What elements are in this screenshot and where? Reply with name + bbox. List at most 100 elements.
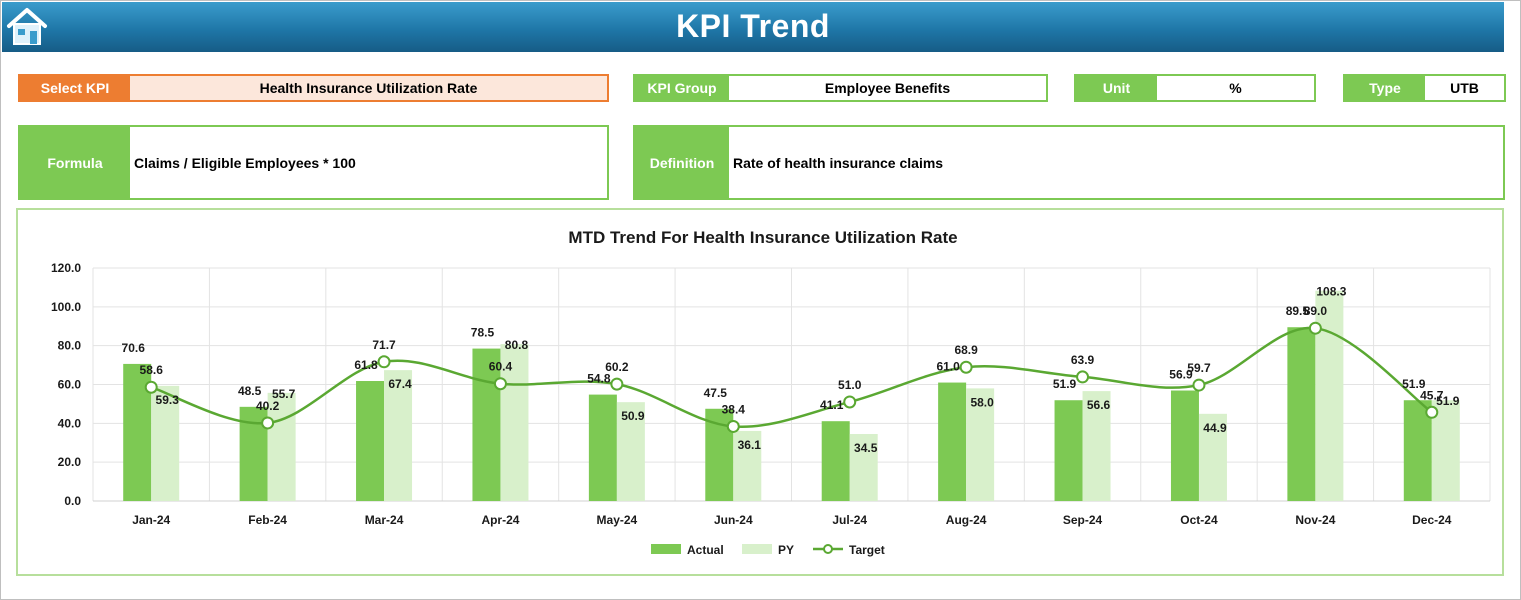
py-value-label: 44.9 (1203, 421, 1227, 435)
py-value-label: 34.5 (854, 441, 878, 455)
target-marker (377, 355, 391, 369)
target-marker (959, 360, 973, 374)
x-tick-label: Dec-24 (1412, 513, 1452, 527)
x-tick-label: Apr-24 (481, 513, 519, 527)
x-tick-label: May-24 (597, 513, 638, 527)
target-value-label: 71.7 (372, 338, 396, 352)
target-value-label: 45.7 (1420, 388, 1444, 402)
actual-value-label: 61.8 (354, 358, 378, 372)
x-tick-label: Mar-24 (365, 513, 404, 527)
legend-swatch (651, 544, 681, 554)
y-tick-label: 120.0 (51, 261, 81, 275)
target-value-label: 89.0 (1304, 304, 1328, 318)
bar-py (616, 402, 645, 501)
legend-label: Actual (687, 543, 724, 557)
target-marker (1076, 370, 1090, 384)
py-value-label: 51.9 (1436, 394, 1460, 408)
select-kpi-dropdown[interactable]: Health Insurance Utilization Rate (130, 76, 607, 100)
target-marker (610, 377, 624, 391)
bar-py (733, 430, 762, 501)
legend-swatch-marker (823, 544, 833, 554)
py-value-label: 36.1 (738, 438, 762, 452)
bar-py (267, 392, 296, 501)
y-tick-label: 0.0 (64, 494, 81, 508)
actual-value-label: 61.0 (936, 360, 960, 374)
target-value-label: 60.4 (489, 360, 513, 374)
bar-py (1198, 413, 1227, 501)
target-value-label: 38.4 (722, 402, 746, 416)
actual-value-label: 48.5 (238, 384, 262, 398)
kpi-group-value: Employee Benefits (824, 80, 951, 96)
bar-py (966, 388, 995, 501)
target-value-label: 60.2 (605, 360, 629, 374)
actual-value-label: 51.9 (1402, 377, 1426, 391)
py-value-label: 59.3 (156, 393, 180, 407)
x-tick-label: Sep-24 (1063, 513, 1103, 527)
unit-label: Unit (1076, 76, 1157, 100)
x-tick-label: Jan-24 (132, 513, 170, 527)
chart-container: MTD Trend For Health Insurance Utilizati… (16, 208, 1504, 576)
x-tick-label: Nov-24 (1295, 513, 1335, 527)
legend-swatch (742, 544, 772, 554)
unit-field: Unit % (1074, 74, 1316, 102)
select-kpi-label: Select KPI (20, 76, 130, 100)
type-value: UTB (1450, 80, 1479, 96)
py-value-label: 50.9 (621, 409, 645, 423)
py-value-label: 80.8 (505, 338, 529, 352)
formula-label: Formula (20, 127, 130, 198)
bar-actual (1054, 400, 1083, 501)
bar-py (500, 344, 529, 501)
bar-py (1431, 400, 1460, 501)
bar-actual (1403, 400, 1432, 501)
target-marker (726, 419, 740, 433)
x-tick-label: Aug-24 (946, 513, 987, 527)
y-tick-label: 40.0 (58, 416, 82, 430)
unit-value: % (1229, 80, 1242, 96)
actual-value-label: 89.5 (1286, 304, 1310, 318)
target-value-label: 51.0 (838, 378, 862, 392)
target-marker (493, 377, 507, 391)
target-line (150, 326, 1433, 429)
kpi-group-label: KPI Group (635, 76, 729, 100)
py-value-label: 55.7 (272, 387, 296, 401)
py-value-label: 108.3 (1316, 285, 1346, 299)
kpi-group-field: KPI Group Employee Benefits (633, 74, 1048, 102)
type-label: Type (1345, 76, 1425, 100)
bar-actual (1170, 390, 1199, 501)
home-icon[interactable] (6, 6, 48, 46)
y-tick-label: 20.0 (58, 455, 82, 469)
x-tick-label: Oct-24 (1180, 513, 1218, 527)
bar-actual (821, 421, 850, 501)
target-value-label: 40.2 (256, 399, 280, 413)
y-tick-label: 60.0 (58, 378, 82, 392)
definition-field: Definition Rate of health insurance clai… (633, 125, 1505, 200)
target-value-label: 63.9 (1071, 353, 1095, 367)
py-value-label: 67.4 (388, 377, 412, 391)
select-kpi-field: Select KPI Health Insurance Utilization … (18, 74, 609, 102)
target-value-label: 58.6 (140, 363, 164, 377)
y-tick-label: 100.0 (51, 300, 81, 314)
bar-actual (356, 381, 385, 501)
page-title: KPI Trend (676, 8, 830, 44)
bar-py (849, 434, 878, 501)
actual-value-label: 56.9 (1169, 368, 1193, 382)
target-marker (843, 395, 857, 409)
actual-value-label: 51.9 (1053, 377, 1077, 391)
trend-chart: MTD Trend For Health Insurance Utilizati… (51, 228, 1491, 557)
formula-field: Formula Claims / Eligible Employees * 10… (18, 125, 609, 200)
formula-value: Claims / Eligible Employees * 100 (134, 154, 356, 171)
bar-actual (938, 382, 967, 501)
bar-actual (472, 348, 501, 501)
definition-value: Rate of health insurance claims (733, 154, 944, 171)
py-value-label: 56.6 (1087, 398, 1111, 412)
actual-value-label: 41.1 (820, 398, 844, 412)
target-marker (1308, 321, 1322, 335)
target-value-label: 68.9 (954, 343, 978, 357)
x-tick-label: Jul-24 (832, 513, 867, 527)
chart-title: MTD Trend For Health Insurance Utilizati… (568, 228, 957, 247)
bar-py (1082, 391, 1111, 501)
x-tick-label: Jun-24 (714, 513, 753, 527)
x-tick-label: Feb-24 (248, 513, 287, 527)
definition-label: Definition (635, 127, 729, 198)
bar-actual (588, 394, 617, 501)
